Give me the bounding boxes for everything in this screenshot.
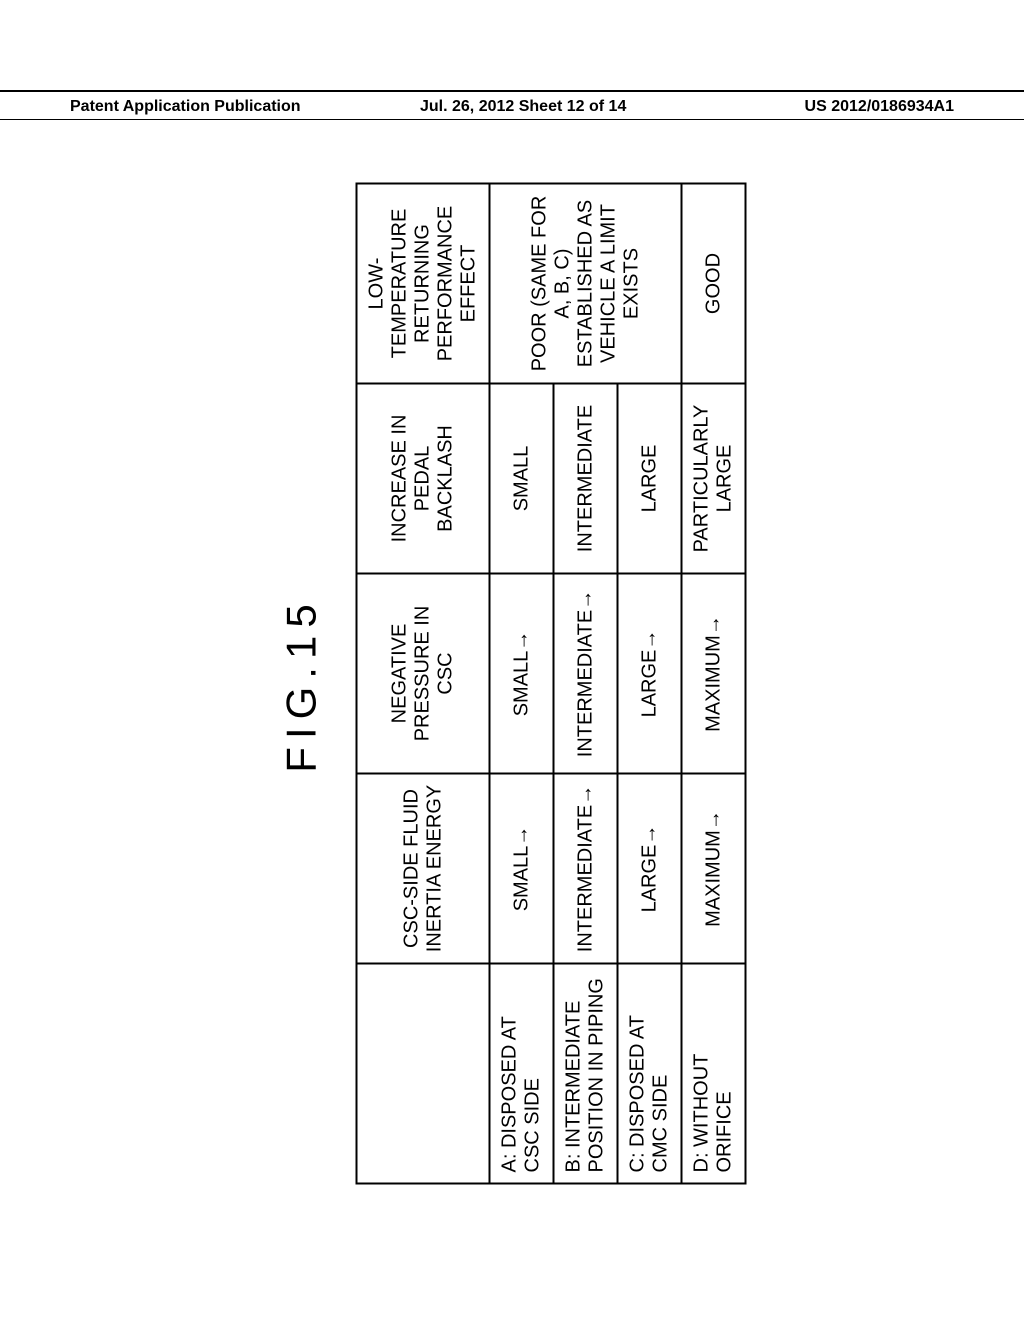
header-col5: LOW-TEMPERATURE RETURNING PERFORMANCE EF… [357,184,490,384]
row-b-c2: INTERMEDIATE→ [554,774,618,964]
row-c-c4: LARGE [618,384,682,574]
row-b-c3: INTERMEDIATE→ [554,574,618,774]
row-d-c3: MAXIMUM→ [682,574,746,774]
row-a-label: A: DISPOSED AT CSC SIDE [490,964,554,1184]
row-a-c2: SMALL→ [490,774,554,964]
row-c-c3: LARGE→ [618,574,682,774]
header-right-text: US 2012/0186934A1 [805,98,954,116]
row-d-c5: GOOD [682,184,746,384]
row-b-label: B: INTERMEDIATE POSITION IN PIPING [554,964,618,1184]
rotated-content: FIG.15 CSC-SIDE FLUID INERTIA ENERGY NEG… [278,185,747,1185]
row-b-c4: INTERMEDIATE [554,384,618,574]
header-blank [357,964,490,1184]
row-d-label: D: WITHOUT ORIFICE [682,964,746,1184]
header-center-text: Jul. 26, 2012 Sheet 12 of 14 [420,98,626,116]
row-c-c2: LARGE→ [618,774,682,964]
header-col2: CSC-SIDE FLUID INERTIA ENERGY [357,774,490,964]
header-col3: NEGATIVE PRESSURE IN CSC [357,574,490,774]
row-d-c4: PARTICULARLY LARGE [682,384,746,574]
row-a-c3: SMALL→ [490,574,554,774]
row-d-c2: MAXIMUM→ [682,774,746,964]
row-a-c4: SMALL [490,384,554,574]
row-c-label: C: DISPOSED AT CMC SIDE [618,964,682,1184]
table-header-row: CSC-SIDE FLUID INERTIA ENERGY NEGATIVE P… [357,184,490,1184]
header-col4: INCREASE IN PEDAL BACKLASH [357,384,490,574]
header-left-text: Patent Application Publication [70,98,301,116]
table-row: A: DISPOSED AT CSC SIDE SMALL→ SMALL→ SM… [490,184,554,1184]
merged-c5-poor: POOR (SAME FOR A, B, C) ESTABLISHED AS V… [490,184,682,384]
figure-container: FIG.15 CSC-SIDE FLUID INERTIA ENERGY NEG… [0,180,1024,1280]
table-row: D: WITHOUT ORIFICE MAXIMUM→ MAXIMUM→ PAR… [682,184,746,1184]
figure-label: FIG.15 [278,185,326,1185]
comparison-table: CSC-SIDE FLUID INERTIA ENERGY NEGATIVE P… [356,183,747,1185]
